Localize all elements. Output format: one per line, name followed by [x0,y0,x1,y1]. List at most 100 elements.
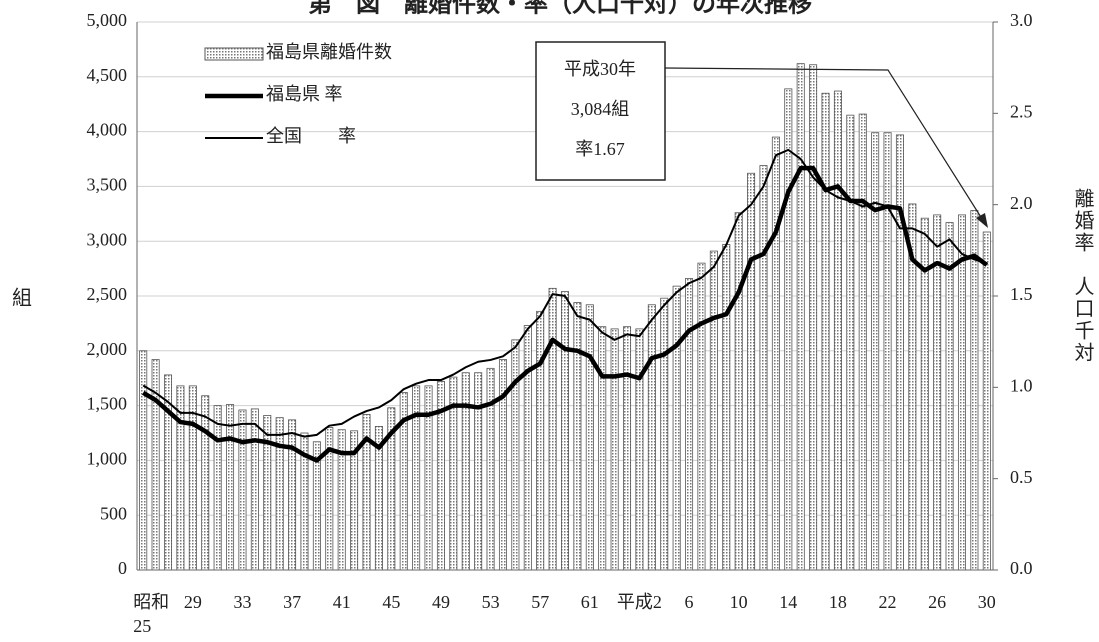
bar [759,165,768,571]
y-tick-label: 5,000 [87,10,128,30]
bar [685,278,694,571]
x-tick-label: 49 [431,592,450,612]
x-tick-label: 6 [684,592,694,612]
annotation-text: 3,084組 [571,99,630,119]
bar [722,244,731,571]
bar [275,417,284,571]
legend-swatch [204,47,264,61]
y2-axis-label: 離婚率 人口千対 [1071,188,1093,364]
bar [238,409,247,571]
x-tick-label: 26 [928,592,947,612]
bar [734,212,743,571]
y2-tick-label: 3.0 [1010,10,1033,30]
x-tick-label: 30 [977,592,996,612]
bar [213,405,222,571]
bar [809,64,818,571]
annotation-arrowhead [976,213,988,228]
bar [660,297,669,571]
bar [250,408,259,571]
bar [474,372,483,571]
bar [771,136,780,571]
legend-label: 全国 率 [266,126,356,146]
y-tick-label: 1,500 [87,394,128,414]
y-axis-label: 組 [12,287,32,310]
y2-tick-label: 0.5 [1010,467,1033,487]
line [142,165,989,463]
bar [933,214,942,571]
bar [821,92,830,571]
bar [697,262,706,571]
bar [796,63,805,571]
x-tick-label: 29 [183,592,202,612]
x-tick-label: 33 [233,592,252,612]
x-tick-label: 53 [481,592,500,612]
line [142,148,988,438]
x-tick-label: 10 [729,592,748,612]
bar [511,339,520,571]
legend-label: 福島県離婚件数 [266,42,392,62]
y-tick-label: 4,000 [87,120,128,140]
y2-tick-label: 1.5 [1010,284,1033,304]
x-tick-label: 57 [531,592,550,612]
bar [486,367,495,571]
bar [858,113,867,571]
annotation-text: 率1.67 [575,139,625,159]
y-tick-label: 2,500 [87,284,128,304]
x-tick-label: 45 [382,592,401,612]
x-tick-label: 昭和25 [133,592,170,636]
bar [647,304,656,571]
y2-tick-label: 2.0 [1010,193,1033,213]
bar [585,304,594,571]
y-tick-label: 1,000 [87,449,128,469]
x-tick-label: 37 [283,592,302,612]
y-tick-label: 3,000 [87,229,128,249]
bar [548,287,557,571]
bar [784,88,793,571]
bar [263,415,272,571]
y-tick-label: 500 [100,503,127,523]
bar [561,291,570,571]
bar [139,350,148,571]
x-tick-label: 14 [779,592,798,612]
bar [226,404,235,571]
bar [672,285,681,571]
bar [982,231,991,571]
y2-tick-label: 1.0 [1010,375,1033,395]
bar [598,326,607,571]
x-tick-label: 61 [580,592,599,612]
bar [610,328,619,571]
bar [833,90,842,571]
bar [523,325,532,571]
x-tick-label: 41 [332,592,351,612]
bar [895,134,904,571]
bar [883,132,892,571]
bar [945,222,954,571]
y-tick-label: 4,500 [87,65,128,85]
bar [970,210,979,571]
chart-title: 第 図 離婚件数・率（人口千対）の年次推移 [308,0,812,18]
bar [871,132,880,571]
y-tick-label: 2,000 [87,339,128,359]
bar [201,395,210,571]
annotation-text: 平成30年 [564,59,636,79]
bar [288,419,297,571]
annotation-leader [664,67,985,223]
bar [709,250,718,571]
y2-tick-label: 2.5 [1010,101,1033,121]
bar [747,172,756,571]
bar [623,326,632,571]
x-tick-label: 平成2 [616,592,662,612]
y2-tick-label: 0.0 [1010,558,1033,578]
legend-label: 福島県 率 [266,84,343,104]
bar [635,328,644,571]
annotation-box [535,41,666,181]
bar [957,214,966,571]
x-tick-label: 18 [828,592,847,612]
bar [573,302,582,571]
y-tick-label: 0 [118,558,127,578]
y-tick-label: 3,500 [87,175,128,195]
